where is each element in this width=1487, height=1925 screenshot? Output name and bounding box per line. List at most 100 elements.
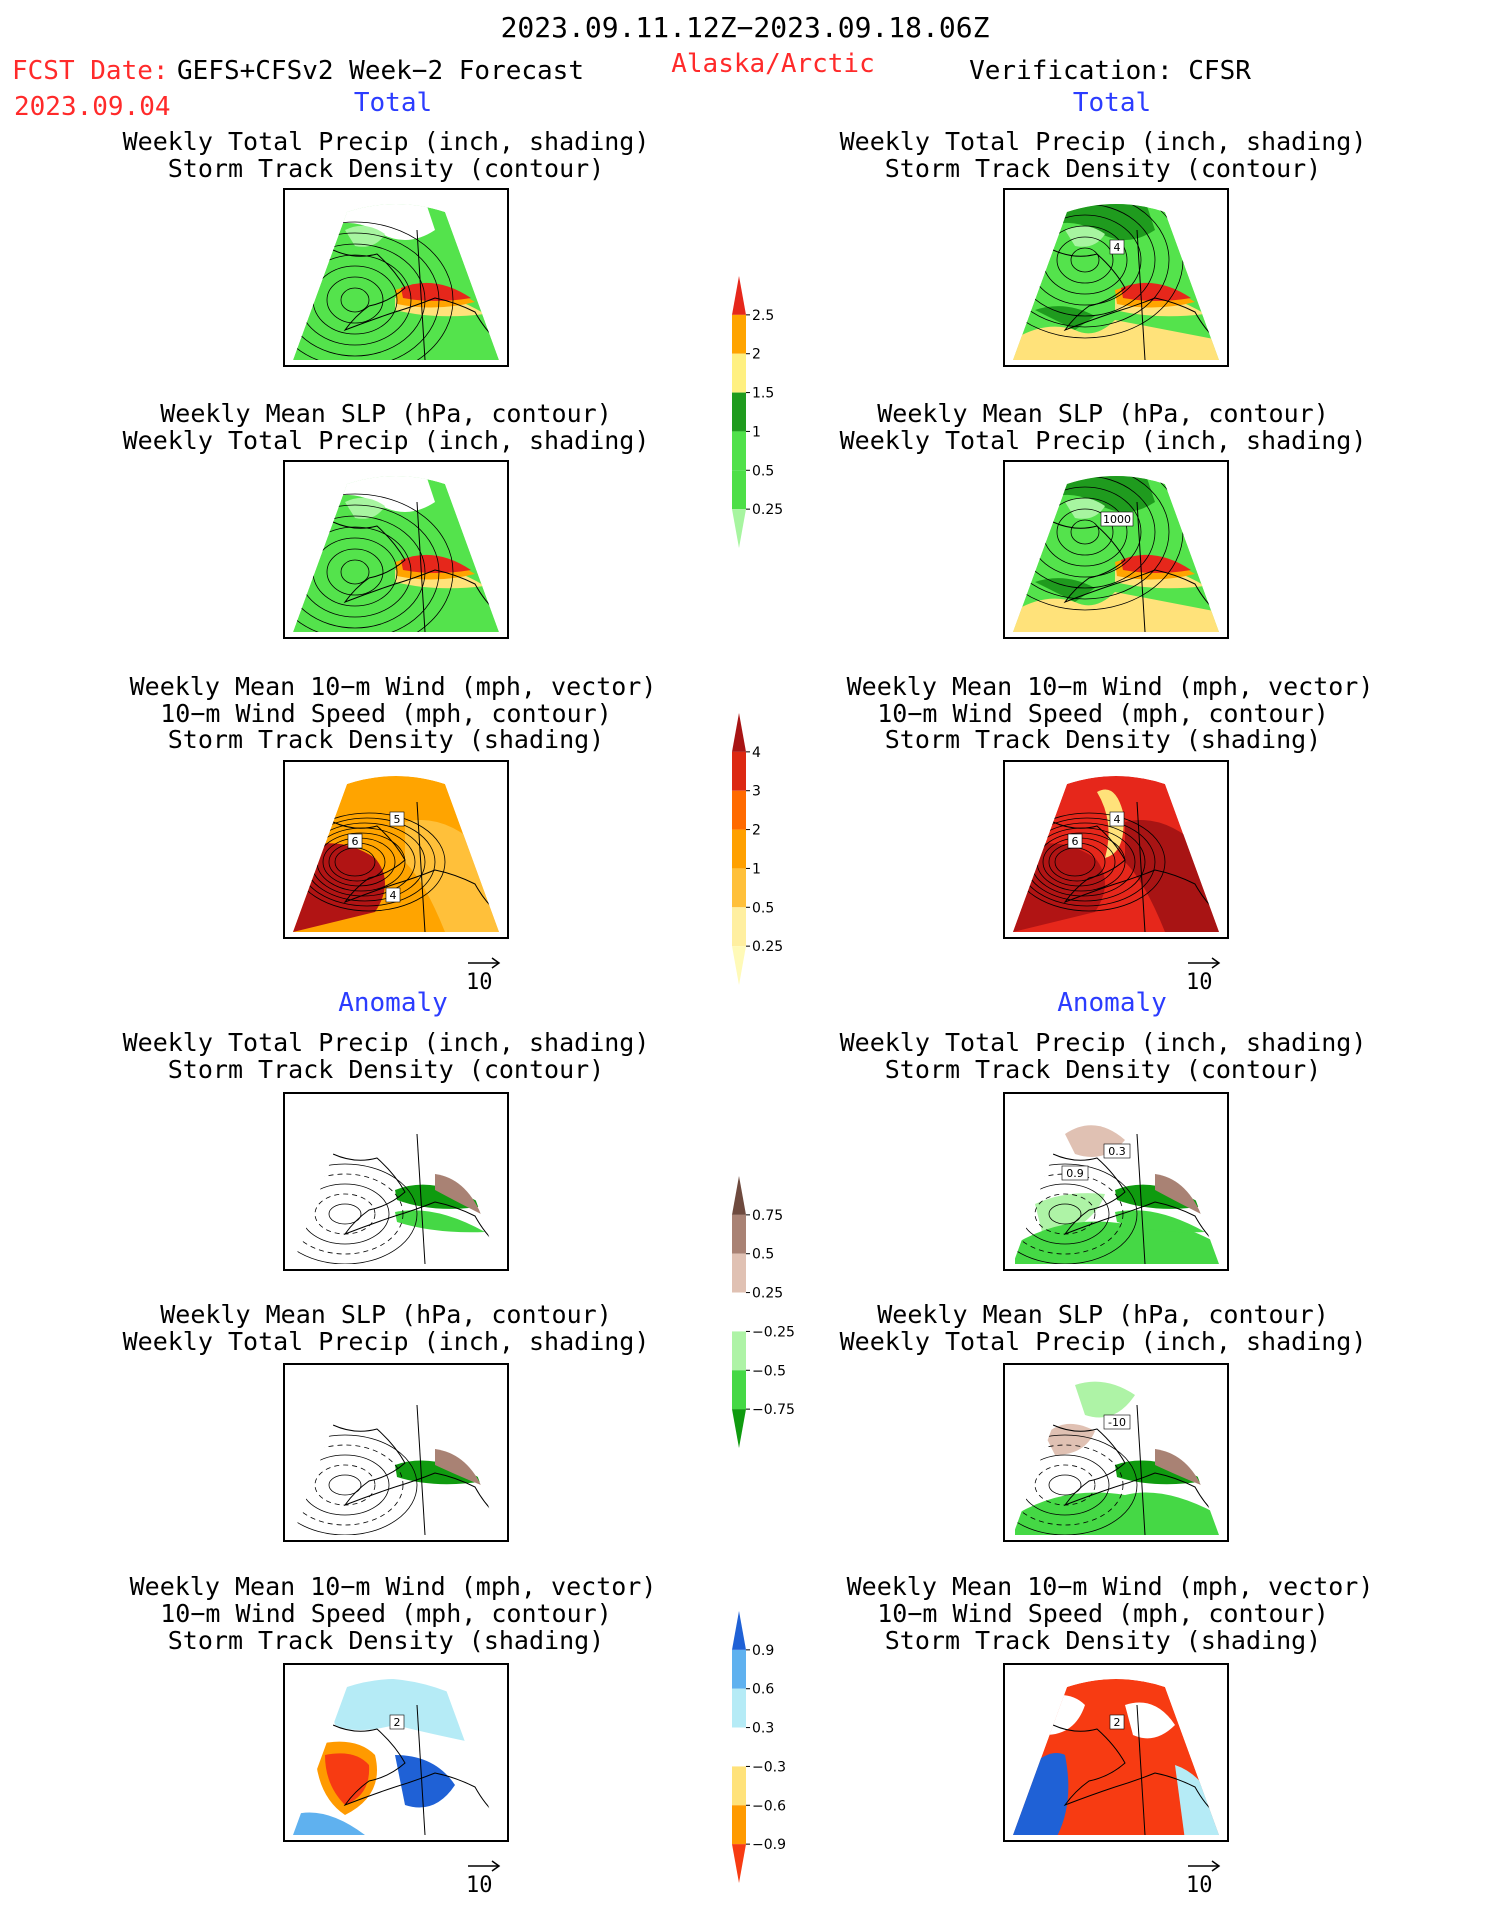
contour-label: -10 bbox=[1108, 1416, 1126, 1429]
colorbar-swatch bbox=[732, 431, 746, 471]
region-label: Alaska/Arctic bbox=[671, 49, 875, 79]
colorbar-swatch bbox=[732, 790, 746, 830]
section-total-verification: Total bbox=[1072, 88, 1152, 118]
vector-ref-label: 10 bbox=[1186, 970, 1213, 995]
caption-fc-anom-precip-2: Storm Track Density (contour) bbox=[167, 1055, 605, 1084]
colorbar-storm-density: 4 3 2 1 0.5 0.25 bbox=[722, 705, 812, 995]
caption-fc-total-slp-1: Weekly Mean SLP (hPa, contour) bbox=[160, 399, 612, 428]
contour-label: 2 bbox=[1114, 1716, 1121, 1729]
vector-ref-fc-total: 10 bbox=[462, 955, 522, 995]
colorbar-swatch bbox=[732, 1292, 746, 1332]
colorbar-tick-label: −0.3 bbox=[752, 1759, 786, 1775]
map-ver-anom-precip: 0.3 0.9 bbox=[1003, 1092, 1229, 1271]
fcst-model-label: GEFS+CFSv2 Week−2 Forecast bbox=[177, 56, 584, 86]
colorbar-swatch bbox=[732, 392, 746, 432]
caption-ver-total-wind-1: Weekly Mean 10−m Wind (mph, vector) bbox=[846, 672, 1374, 701]
map-fc-anom-wind: 2 bbox=[283, 1663, 509, 1842]
colorbar-swatch bbox=[732, 1727, 746, 1767]
colorbar-swatch bbox=[732, 1176, 746, 1215]
caption-ver-anom-wind-2: 10−m Wind Speed (mph, contour) bbox=[877, 1599, 1329, 1628]
caption-fc-anom-slp-1: Weekly Mean SLP (hPa, contour) bbox=[160, 1300, 612, 1329]
contour-label: 4 bbox=[390, 889, 397, 902]
colorbar-tick-label: 1 bbox=[752, 861, 761, 877]
map-fc-anom-precip bbox=[283, 1092, 509, 1271]
colorbar-tick-label: 0.5 bbox=[752, 900, 774, 916]
colorbar-swatch bbox=[732, 1844, 746, 1883]
vector-ref-label: 10 bbox=[1186, 1873, 1213, 1898]
caption-fc-total-wind-3: Storm Track Density (shading) bbox=[167, 725, 605, 754]
caption-ver-anom-slp-1: Weekly Mean SLP (hPa, contour) bbox=[877, 1300, 1329, 1329]
caption-fc-anom-wind-3: Storm Track Density (shading) bbox=[167, 1626, 605, 1655]
colorbar-precip-anomaly: 0.75 0.5 0.25 −0.25 −0.5 −0.75 bbox=[722, 1168, 812, 1458]
caption-fc-total-wind-2: 10−m Wind Speed (mph, contour) bbox=[160, 699, 612, 728]
caption-fc-anom-wind-2: 10−m Wind Speed (mph, contour) bbox=[160, 1599, 612, 1628]
colorbar-swatch bbox=[732, 1253, 746, 1293]
fcst-date-label: FCST Date: bbox=[12, 56, 169, 86]
colorbar-tick-label: −0.9 bbox=[752, 1837, 786, 1853]
colorbar-tick-label: 0.75 bbox=[752, 1208, 783, 1224]
fcst-date-value: 2023.09.04 bbox=[14, 92, 171, 122]
caption-ver-anom-precip-2: Storm Track Density (contour) bbox=[884, 1055, 1322, 1084]
section-anomaly-verification: Anomaly bbox=[1057, 988, 1167, 1018]
map-ver-total-slp: 1000 bbox=[1003, 460, 1229, 639]
vector-ref-ver-total: 10 bbox=[1182, 955, 1242, 995]
colorbar-tick-label: 0.5 bbox=[752, 463, 774, 479]
caption-ver-total-slp-1: Weekly Mean SLP (hPa, contour) bbox=[877, 399, 1329, 428]
colorbar-swatch bbox=[732, 276, 746, 315]
verification-label: Verification: CFSR bbox=[969, 56, 1251, 86]
colorbar-storm-anomaly: 0.9 0.6 0.3 −0.3 −0.6 −0.9 bbox=[722, 1603, 812, 1893]
colorbar-tick-label: 1 bbox=[752, 424, 761, 440]
colorbar-tick-label: 0.25 bbox=[752, 502, 783, 518]
colorbar-tick-label: 0.5 bbox=[752, 1247, 774, 1263]
vector-ref-fc-anom: 10 bbox=[462, 1858, 522, 1898]
colorbar-swatch bbox=[732, 751, 746, 791]
caption-ver-total-slp-2: Weekly Total Precip (inch, shading) bbox=[839, 426, 1367, 455]
colorbar-swatch bbox=[732, 713, 746, 752]
caption-ver-total-precip-1: Weekly Total Precip (inch, shading) bbox=[839, 127, 1367, 156]
colorbar-swatch bbox=[732, 1611, 746, 1650]
colorbar-swatch bbox=[732, 1649, 746, 1689]
map-fc-total-wind: 5 6 4 bbox=[283, 760, 509, 939]
colorbar-tick-label: 1.5 bbox=[752, 386, 774, 402]
contour-label: 2 bbox=[394, 1716, 401, 1729]
caption-fc-total-slp-2: Weekly Total Precip (inch, shading) bbox=[122, 426, 650, 455]
colorbar-swatch bbox=[732, 946, 746, 985]
colorbar-swatch bbox=[732, 1331, 746, 1371]
section-total-forecast: Total bbox=[353, 88, 433, 118]
contour-label: 0.3 bbox=[1108, 1145, 1126, 1158]
map-fc-total-precip bbox=[283, 188, 509, 367]
colorbar-swatch bbox=[732, 470, 746, 510]
caption-ver-anom-precip-1: Weekly Total Precip (inch, shading) bbox=[839, 1028, 1367, 1057]
colorbar-tick-label: 4 bbox=[752, 745, 761, 761]
colorbar-tick-label: 2 bbox=[752, 347, 761, 363]
caption-fc-total-wind-1: Weekly Mean 10−m Wind (mph, vector) bbox=[129, 672, 657, 701]
colorbar-swatch bbox=[732, 1766, 746, 1806]
contour-label: 6 bbox=[1072, 835, 1079, 848]
caption-fc-total-precip-2: Storm Track Density (contour) bbox=[167, 154, 605, 183]
colorbar-tick-label: −0.75 bbox=[752, 1402, 795, 1418]
caption-fc-anom-slp-2: Weekly Total Precip (inch, shading) bbox=[122, 1327, 650, 1356]
caption-ver-anom-wind-1: Weekly Mean 10−m Wind (mph, vector) bbox=[846, 1572, 1374, 1601]
contour-label: 4 bbox=[1114, 813, 1121, 826]
colorbar-swatch bbox=[732, 1688, 746, 1728]
vector-ref-ver-anom: 10 bbox=[1182, 1858, 1242, 1898]
map-fc-total-slp bbox=[283, 460, 509, 639]
contour-label: 6 bbox=[352, 835, 359, 848]
colorbar-tick-label: 0.25 bbox=[752, 1286, 783, 1302]
colorbar-swatch bbox=[732, 1214, 746, 1254]
contour-label: 0.9 bbox=[1066, 1167, 1084, 1180]
colorbar-swatch bbox=[732, 353, 746, 393]
colorbar-swatch bbox=[732, 509, 746, 548]
caption-ver-total-precip-2: Storm Track Density (contour) bbox=[884, 154, 1322, 183]
caption-ver-anom-wind-3: Storm Track Density (shading) bbox=[884, 1626, 1322, 1655]
date-range-title: 2023.09.11.12Z−2023.09.18.06Z bbox=[500, 11, 990, 44]
colorbar-tick-label: 3 bbox=[752, 784, 761, 800]
colorbar-tick-label: 0.9 bbox=[752, 1643, 774, 1659]
colorbar-swatch bbox=[732, 1370, 746, 1410]
colorbar-tick-label: −0.25 bbox=[752, 1324, 795, 1340]
colorbar-tick-label: −0.6 bbox=[752, 1798, 786, 1814]
colorbar-swatch bbox=[732, 1805, 746, 1845]
colorbar-swatch bbox=[732, 829, 746, 869]
caption-fc-total-precip-1: Weekly Total Precip (inch, shading) bbox=[122, 127, 650, 156]
